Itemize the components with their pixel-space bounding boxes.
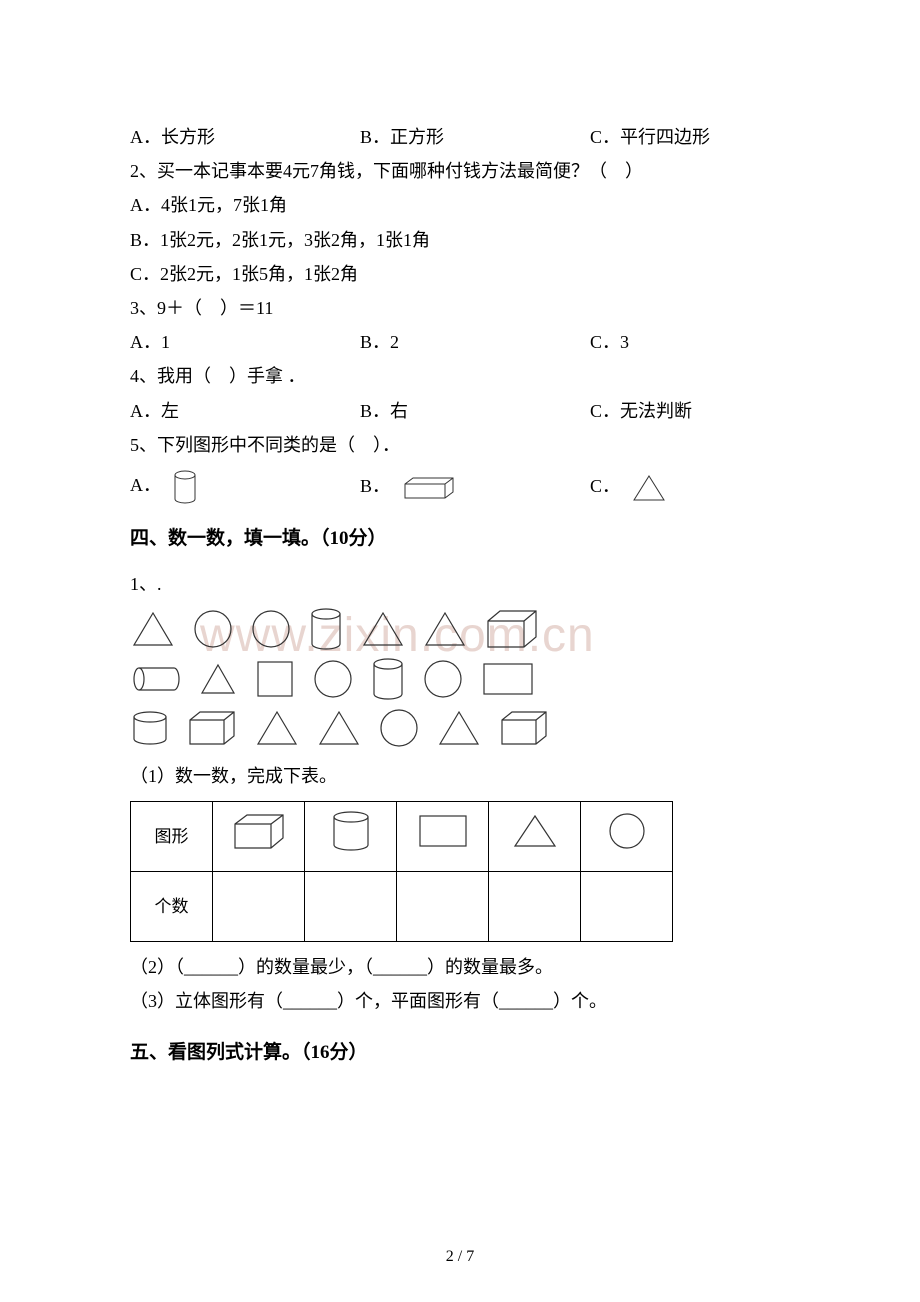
q5-stem: 5、下列图形中不同类的是（ ）．	[130, 428, 790, 462]
triangle-icon	[422, 609, 468, 649]
q4-stem-post: ．	[288, 366, 306, 386]
table-cell-cylinder	[305, 802, 397, 872]
table-cell-blank	[489, 872, 581, 942]
circle-icon	[606, 810, 648, 852]
s4-sub1: （1）数一数，完成下表。	[130, 759, 790, 793]
q3-opt-c: C．3	[590, 325, 790, 359]
triangle-icon	[510, 811, 560, 851]
triangle-icon	[436, 708, 482, 748]
table-header-count: 个数	[131, 872, 213, 942]
table-header-shape: 图形	[131, 802, 213, 872]
circle-icon	[192, 608, 234, 650]
q4-stem: 4、我用（ ）手拿 ．	[130, 359, 790, 393]
cylinder-icon	[308, 607, 344, 651]
cylinder-icon	[329, 809, 373, 853]
circle-icon	[378, 707, 420, 749]
q1-options: A．长方形 B．正方形 C．平行四边形	[130, 120, 790, 154]
q5-a-label: A．	[130, 475, 161, 495]
triangle-icon	[316, 708, 362, 748]
triangle-icon	[198, 661, 238, 697]
q4-opt-c: C．无法判断	[590, 394, 790, 428]
cylinder-icon	[172, 469, 198, 505]
cuboid-icon	[498, 708, 550, 748]
s4-blank: ______	[283, 991, 337, 1011]
s4-blank: ______	[184, 957, 238, 977]
cuboid-icon	[186, 708, 238, 748]
q5-opt-b: B．	[360, 469, 590, 503]
q2-opt-c: C．2张2元，1张5角，1张2角	[130, 257, 790, 291]
q5-opt-c: C．	[590, 469, 790, 503]
section5-title: 五、看图列式计算。（16分）	[130, 1035, 790, 1071]
triangle-icon	[130, 609, 176, 649]
s4-sub3: （3）立体图形有（______）个，平面图形有（______）个。	[130, 984, 790, 1018]
square-icon	[254, 658, 296, 700]
s4-sub3-mid: ）个，平面图形有（	[337, 991, 499, 1011]
cylinder-horizontal-icon	[130, 664, 182, 694]
circle-icon	[250, 608, 292, 650]
table-cell-blank	[213, 872, 305, 942]
q5-opt-a: A．	[130, 468, 360, 505]
q4-stem-pre: 4、我用（ ）手拿	[130, 366, 288, 386]
s4-blank: ______	[373, 957, 427, 977]
table-cell-triangle	[489, 802, 581, 872]
table-cell-blank	[581, 872, 673, 942]
s4-sub3-post: ）个。	[553, 991, 607, 1011]
q2-opt-b: B．1张2元，2张1元，3张2角，1张1角	[130, 223, 790, 257]
cylinder-icon	[370, 657, 406, 701]
table-cell-circle	[581, 802, 673, 872]
q1-opt-a: A．长方形	[130, 120, 360, 154]
s4-q1-label: 1、.	[130, 567, 790, 601]
triangle-icon	[360, 609, 406, 649]
page-number: 2 / 7	[0, 1242, 920, 1272]
s4-sub2-pre: （2）（	[130, 957, 184, 977]
s4-sub2-mid: ）的数量最少，（	[238, 957, 373, 977]
q4-opt-a: A．左	[130, 394, 360, 428]
triangle-icon	[254, 708, 300, 748]
q1-opt-b: B．正方形	[360, 120, 590, 154]
s4-sub3-pre: （3）立体图形有（	[130, 991, 283, 1011]
q5-b-label: B．	[360, 476, 390, 496]
table-cell-rectangle	[397, 802, 489, 872]
cuboid-icon	[401, 474, 457, 502]
table-cell-cuboid	[213, 802, 305, 872]
cuboid-icon	[230, 810, 288, 852]
table-row: 图形	[131, 802, 673, 872]
rectangle-icon	[415, 811, 471, 851]
s4-sub2-mid2: ）的数量最多。	[427, 957, 553, 977]
s4-sub2: （2）（______）的数量最少，（______）的数量最多。	[130, 950, 790, 984]
q2-stem: 2、买一本记事本要4元7角钱，下面哪种付钱方法最简便？（ ）	[130, 154, 790, 188]
section4-title: 四、数一数，填一填。（10分）	[130, 521, 790, 557]
table-cell-blank	[397, 872, 489, 942]
cuboid-icon	[484, 607, 540, 651]
q3-opt-b: B．2	[360, 325, 590, 359]
q5-options: A． B． C．	[130, 468, 790, 505]
cylinder-icon	[130, 710, 170, 746]
circle-icon	[422, 658, 464, 700]
table-cell-blank	[305, 872, 397, 942]
s4-blank: ______	[499, 991, 553, 1011]
shape-row-3	[130, 707, 790, 749]
circle-icon	[312, 658, 354, 700]
q3-options: A．1 B．2 C．3	[130, 325, 790, 359]
shape-row-1	[130, 607, 790, 651]
q1-opt-c: C．平行四边形	[590, 120, 790, 154]
shape-count-table: 图形 个数	[130, 801, 673, 942]
q3-stem: 3、9＋（ ）＝11	[130, 291, 790, 325]
page-content: A．长方形 B．正方形 C．平行四边形 2、买一本记事本要4元7角钱，下面哪种付…	[130, 120, 790, 1071]
table-row: 个数	[131, 872, 673, 942]
q3-opt-a: A．1	[130, 325, 360, 359]
q5-c-label: C．	[590, 476, 620, 496]
q2-opt-a: A．4张1元，7张1角	[130, 188, 790, 222]
rectangle-icon	[480, 660, 536, 698]
triangle-icon	[631, 473, 667, 503]
shape-row-2	[130, 657, 790, 701]
q4-options: A．左 B．右 C．无法判断	[130, 394, 790, 428]
q4-opt-b: B．右	[360, 394, 590, 428]
